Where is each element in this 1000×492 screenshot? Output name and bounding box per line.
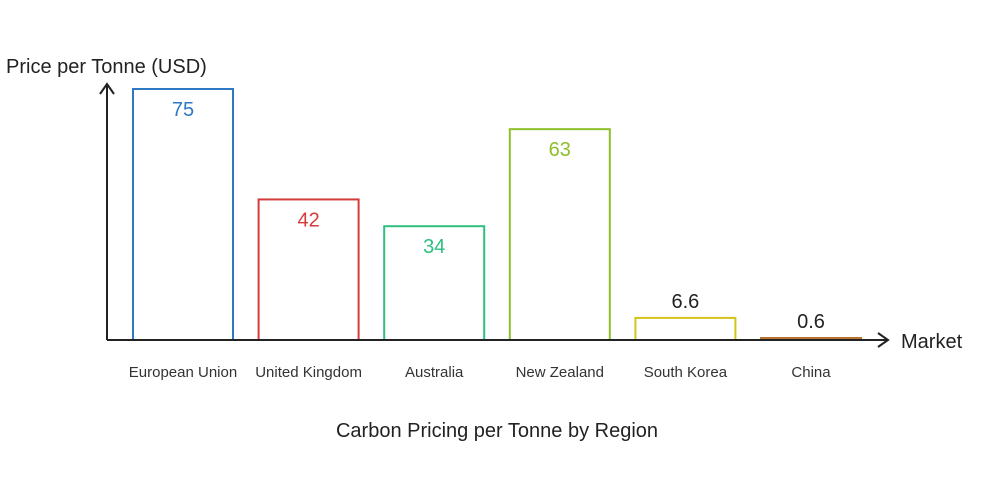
y-axis-label: Price per Tonne (USD) (6, 56, 207, 78)
tick-label: South Korea (644, 364, 728, 381)
bars-layer: 75 42 34 63 6.6 0.6 (132, 88, 862, 342)
data-label: 6.6 (671, 291, 699, 313)
y-axis-arrow (99, 82, 115, 95)
data-label: 63 (549, 139, 571, 161)
data-label: 75 (172, 99, 194, 121)
chart-title: Carbon Pricing per Tonne by Region (336, 420, 658, 442)
x-axis-label: Market (901, 331, 963, 353)
bar-south-korea (634, 316, 737, 341)
data-label: 34 (423, 236, 445, 258)
tick-labels: European Union United Kingdom Australia New… (129, 364, 831, 381)
y-axis (99, 82, 115, 340)
x-axis-arrow (877, 332, 890, 348)
x-axis (107, 332, 890, 348)
bar-european-union (132, 88, 234, 341)
data-label: 0.6 (797, 311, 825, 333)
tick-label: New Zealand (516, 364, 604, 381)
tick-label: European Union (129, 364, 237, 381)
tick-label: United Kingdom (255, 364, 362, 381)
tick-label: China (791, 364, 831, 381)
tick-label: Australia (405, 364, 464, 381)
data-label: 42 (297, 209, 319, 231)
